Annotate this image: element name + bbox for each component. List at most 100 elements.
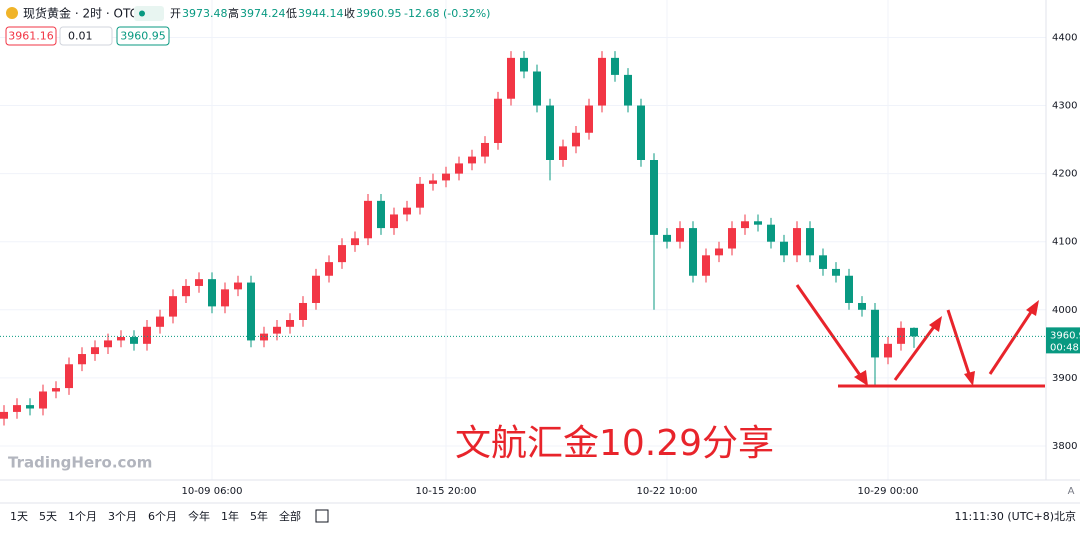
candle-body	[338, 245, 346, 263]
arrow-head	[1026, 300, 1039, 316]
candle-body	[286, 320, 294, 327]
candle-body	[858, 302, 866, 310]
candle-body	[234, 282, 242, 290]
last-price-label: 3960.95	[1050, 330, 1080, 341]
date-range-icon[interactable]	[315, 509, 329, 523]
high-label: 高	[228, 6, 239, 20]
candle-body	[39, 391, 47, 409]
ask[interactable]: 3960.95	[120, 30, 166, 43]
candle-body	[650, 160, 658, 235]
candle-body	[416, 183, 424, 208]
range-button[interactable]: 1天	[10, 510, 28, 523]
arrow	[988, 308, 1035, 375]
ask-button[interactable]	[116, 26, 170, 46]
candle-body	[351, 238, 359, 246]
candle-body	[26, 405, 34, 409]
range-button[interactable]: 1年	[221, 509, 239, 523]
candle-body	[195, 279, 203, 286]
arrow-head	[929, 316, 942, 332]
candle-body	[169, 296, 177, 317]
drawing	[795, 284, 1045, 388]
bid-button[interactable]	[5, 26, 57, 46]
candle-body	[585, 105, 593, 133]
candle-body	[182, 285, 190, 297]
candle-body	[481, 142, 489, 157]
candle-body	[520, 57, 528, 72]
candle-body	[104, 340, 112, 348]
candle-body	[13, 405, 21, 412]
y-tick-label: 4000	[1052, 305, 1077, 316]
candle-body	[910, 327, 918, 337]
candle-body	[806, 228, 814, 256]
candle-body	[845, 275, 853, 303]
candle-body	[299, 302, 307, 320]
high-value: 3974.24	[240, 7, 286, 20]
y-tick-label: 4300	[1052, 101, 1077, 112]
watermark: TradingHero.com	[8, 454, 152, 472]
candle-body	[871, 309, 879, 358]
candle-body	[117, 337, 125, 341]
candle-body	[637, 105, 645, 160]
candle-body	[741, 221, 749, 229]
low-value: 3944.14	[298, 7, 344, 20]
candle-body	[247, 282, 255, 341]
x-tick-label: 10-22 10:00	[636, 486, 697, 497]
candle-body	[455, 163, 463, 174]
countdown: 00:48:	[1050, 342, 1080, 353]
candle-body	[754, 221, 762, 225]
auto-scale[interactable]: A	[1068, 486, 1075, 497]
spread-box	[59, 26, 113, 46]
candle-body	[780, 241, 788, 256]
candle-body	[78, 354, 86, 365]
candle-body	[364, 200, 372, 239]
status-badge	[134, 6, 164, 21]
range-button[interactable]: 6个月	[148, 510, 177, 523]
candle-body	[793, 228, 801, 256]
x-tick-label: 10-29 00:00	[857, 486, 918, 497]
candle-body	[0, 411, 8, 419]
candle-body	[429, 180, 437, 184]
clock: 11:11:30 (UTC+8)北京	[954, 509, 1076, 523]
candle-body	[325, 262, 333, 276]
close-label: 收	[344, 6, 355, 20]
arrow-head	[854, 370, 868, 386]
y-tick-label: 3800	[1052, 441, 1077, 452]
bid[interactable]: 3961.16	[8, 30, 54, 43]
candle-body	[767, 224, 775, 242]
candle-body	[598, 57, 606, 106]
candle-body	[52, 388, 60, 392]
range-button[interactable]: 1个月	[68, 510, 97, 523]
candle-body	[442, 173, 450, 181]
candle-body	[702, 255, 710, 276]
range-button[interactable]: 5天	[39, 510, 57, 523]
low-label: 低	[286, 7, 297, 20]
arrow	[946, 309, 972, 378]
y-tick-label: 4400	[1052, 32, 1077, 43]
candle-body	[130, 337, 138, 344]
candle-body	[312, 275, 320, 303]
open-label: 开	[170, 7, 181, 20]
y-tick-label: 3900	[1052, 373, 1077, 384]
candle-body	[546, 105, 554, 160]
range-button[interactable]: 3个月	[108, 510, 137, 523]
candle-body	[624, 74, 632, 106]
candle-body	[533, 71, 541, 106]
candle-body	[507, 57, 515, 99]
x-tick-label: 10-09 06:00	[181, 486, 242, 497]
range-button[interactable]: 全部	[279, 509, 301, 523]
close-value: 3960.95	[356, 7, 402, 20]
arrow	[893, 323, 938, 381]
candle-body	[156, 316, 164, 327]
last-price-tag	[1046, 327, 1080, 354]
candle-body	[390, 214, 398, 229]
range-button[interactable]: 5年	[250, 509, 268, 523]
candle-body	[143, 326, 151, 344]
range-button[interactable]: 今年	[188, 509, 210, 523]
candle-body	[273, 326, 281, 334]
symbol: 现货黄金 · 2时 · OTC	[23, 6, 138, 21]
candle-body	[221, 289, 229, 307]
candles	[0, 51, 918, 426]
open-value: 3973.48	[182, 7, 228, 20]
candle-body	[494, 98, 502, 143]
